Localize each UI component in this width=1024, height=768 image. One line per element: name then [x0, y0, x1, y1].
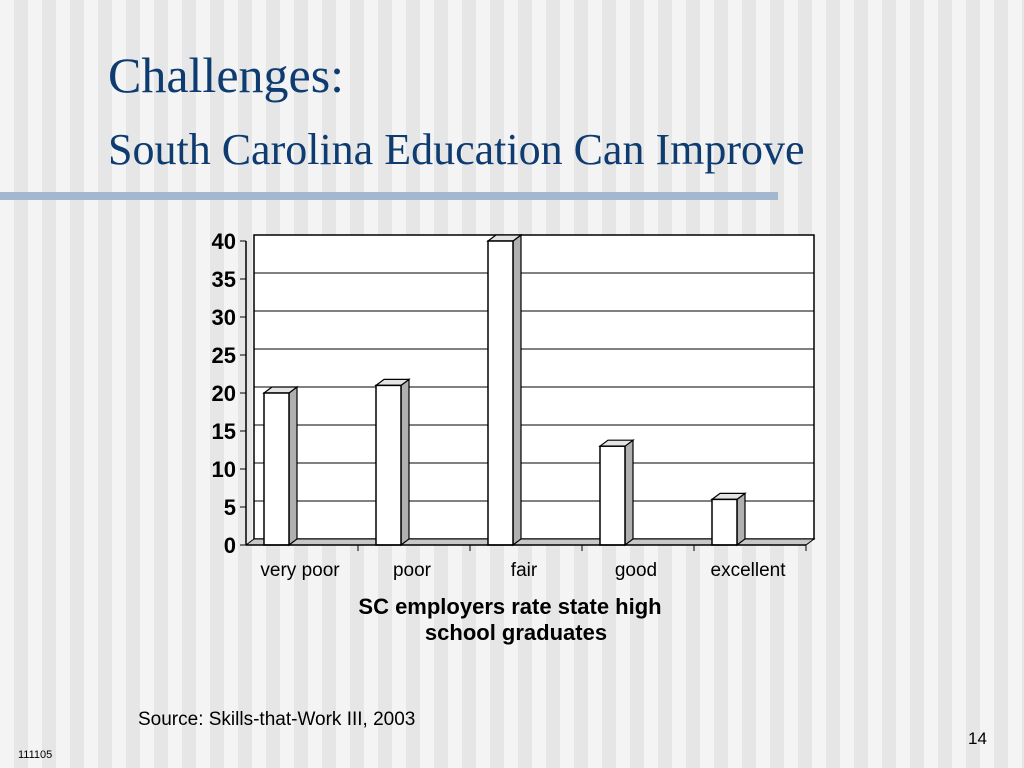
- bar-side: [288, 385, 298, 547]
- footer-code: 111105: [18, 749, 53, 761]
- bar: [374, 378, 411, 547]
- y-tick-label: 15: [212, 419, 236, 444]
- chart-gridlines: [244, 234, 816, 546]
- page-number: 14: [968, 729, 987, 748]
- slide-subtitle: South Carolina Education Can Improve: [108, 125, 805, 174]
- y-tick-label: 10: [212, 457, 236, 482]
- source-note: Source: Skills-that-Work III, 2003: [138, 709, 416, 730]
- y-tick-label: 0: [224, 533, 236, 558]
- bar-side: [736, 492, 746, 547]
- bar-front: [375, 384, 402, 546]
- x-tick-label: good: [615, 560, 657, 581]
- bar-side: [400, 378, 410, 547]
- y-tick-label: 30: [212, 305, 236, 330]
- x-tick-label: very poor: [260, 560, 340, 581]
- title-divider: [0, 192, 778, 200]
- bar: [598, 439, 635, 547]
- bar-front: [711, 498, 738, 546]
- y-tick-label: 35: [212, 267, 236, 292]
- slide-title: Challenges:: [108, 47, 345, 103]
- bar-front: [599, 445, 626, 546]
- bar-front: [263, 392, 290, 546]
- bar-side: [512, 233, 522, 547]
- y-tick-label: 40: [212, 229, 236, 254]
- y-tick-label: 25: [212, 343, 236, 368]
- bar: [710, 492, 747, 547]
- y-tick-label: 5: [224, 495, 236, 520]
- bar: [486, 233, 523, 547]
- chart-bars: [262, 233, 747, 547]
- x-tick-label: poor: [393, 560, 432, 581]
- x-axis-title-line-2: school graduates: [425, 620, 607, 645]
- y-tick-labels: 0 5 10 15 20 25 30 35 40: [212, 229, 236, 558]
- x-tick-labels: very poor poor fair good excellent: [260, 560, 786, 581]
- bar-front: [487, 240, 514, 546]
- bar-side: [624, 439, 634, 547]
- bar: [262, 385, 299, 547]
- x-axis-title-line-1: SC employers rate state high: [358, 594, 661, 619]
- x-tick-label: excellent: [711, 560, 787, 581]
- chart-axes: [240, 240, 807, 551]
- x-tick-label: fair: [511, 560, 538, 581]
- y-tick-label: 20: [212, 381, 236, 406]
